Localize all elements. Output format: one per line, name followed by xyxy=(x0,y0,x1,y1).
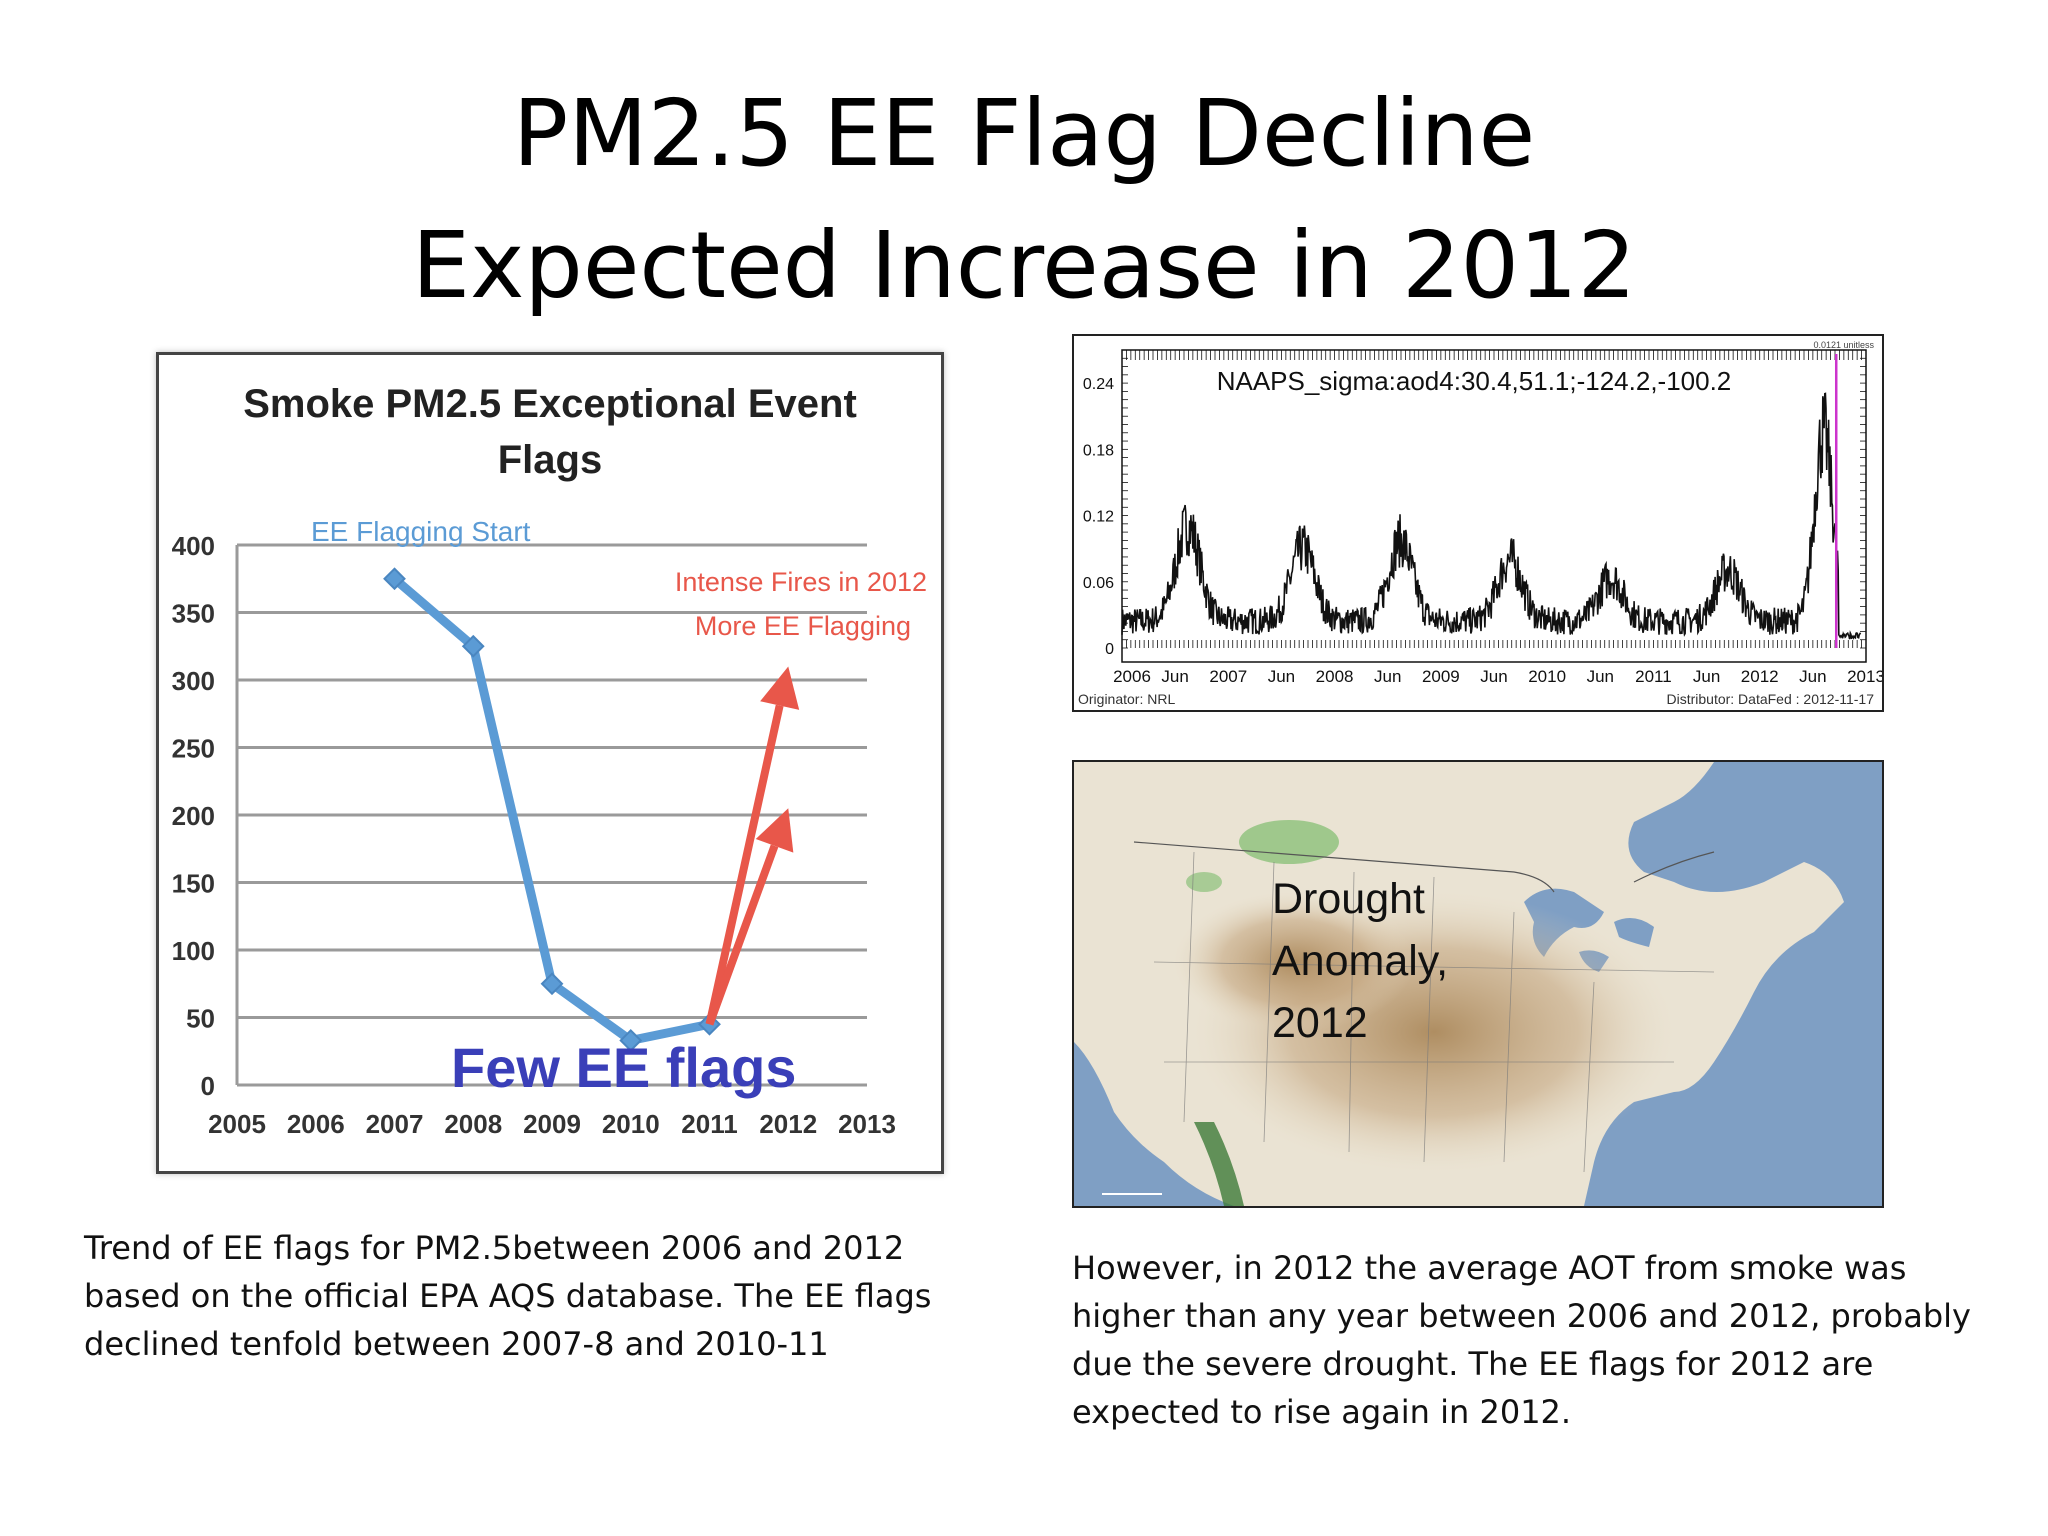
y-tick-label: 100 xyxy=(172,936,215,966)
ee-flags-chart: Smoke PM2.5 Exceptional Event Flags 0 50 1… xyxy=(172,382,927,1139)
mexico-coast xyxy=(1194,1122,1244,1206)
aod-x-tick-label: Jun xyxy=(1268,667,1295,686)
north-america-map-image xyxy=(1074,762,1882,1206)
national-border xyxy=(1133,841,1715,893)
aod-x-tick-label: Jun xyxy=(1799,667,1826,686)
state-borders xyxy=(1153,851,1715,1173)
projection-arrow-shaft xyxy=(705,844,779,1026)
projection-arrows xyxy=(705,666,800,1026)
ee-flags-chart-panel: Smoke PM2.5 Exceptional Event Flags 0 50 1… xyxy=(156,352,944,1174)
x-axis-tick-labels: 2005 2006 2007 2008 2009 2010 2011 2012 2013 xyxy=(208,1109,896,1139)
aod-x-tick-label: 2012 xyxy=(1741,667,1779,686)
x-tick-label: 2012 xyxy=(759,1109,817,1139)
ee-flags-point xyxy=(383,567,406,591)
x-tick-label: 2013 xyxy=(838,1109,896,1139)
naaps-aod-chart-panel: NAAPS_sigma:aod4:30.4,51.1;-124.2,-100.2… xyxy=(1072,334,1884,712)
naaps-aod-chart: NAAPS_sigma:aod4:30.4,51.1;-124.2,-100.2… xyxy=(1078,340,1882,707)
aod-x-tick-label: Jun xyxy=(1374,667,1401,686)
aod-corner-label: 0.0121 unitless xyxy=(1813,340,1874,350)
aod-y-tick-label: 0.24 xyxy=(1083,376,1114,393)
aod-x-tick-label: 2013 xyxy=(1847,667,1882,686)
aod-x-tick-label: 2007 xyxy=(1209,667,1247,686)
projection-arrow-shaft xyxy=(705,704,784,1026)
aod-x-axis-tick-labels: 2006 Jun 2007 Jun 2008 Jun 2009 Jun 2010 Jun 2011 J… xyxy=(1113,667,1882,686)
projection-arrow-head xyxy=(755,808,794,853)
annotation-flagging-start: EE Flagging Start xyxy=(311,516,531,547)
chart-title-line-1: Smoke PM2.5 Exceptional Event xyxy=(243,382,857,426)
chart-gridlines xyxy=(235,543,867,1087)
y-tick-label: 250 xyxy=(172,734,215,764)
caption-aot-2012: However, in 2012 the average AOT from sm… xyxy=(1072,1249,1971,1431)
aod-x-tick-label: 2006 xyxy=(1113,667,1151,686)
aod-x-tick-label: Jun xyxy=(1480,667,1507,686)
drought-anomaly-label: Drought Anomaly, 2012 xyxy=(1272,868,1532,1054)
x-tick-label: 2007 xyxy=(366,1109,424,1139)
y-tick-label: 350 xyxy=(172,599,215,629)
y-tick-label: 50 xyxy=(186,1004,215,1034)
map-label-line-3: 2012 xyxy=(1272,999,1368,1047)
x-tick-label: 2008 xyxy=(444,1109,502,1139)
aod-x-tick-label: Jun xyxy=(1161,667,1188,686)
y-tick-label: 150 xyxy=(172,869,215,899)
annotation-few-ee-flags: Few EE flags xyxy=(451,1036,796,1099)
aod-x-tick-label: 2009 xyxy=(1422,667,1460,686)
map-label-line-2: Anomaly, xyxy=(1272,937,1449,985)
caption-ee-flag-trend: Trend of EE flags for PM2.5between 2006 … xyxy=(84,1229,932,1363)
aod-y-tick-label: 0.18 xyxy=(1083,442,1114,459)
aod-distributor: Distributor: DataFed : 2012-11-17 xyxy=(1666,691,1874,707)
aod-x-tick-label: 2008 xyxy=(1316,667,1354,686)
aod-x-tick-label: Jun xyxy=(1693,667,1720,686)
y-tick-label: 0 xyxy=(201,1071,215,1101)
annotation-more-flagging: More EE Flagging xyxy=(695,611,911,641)
aod-y-tick-label: 0.12 xyxy=(1083,509,1114,526)
ee-flags-line xyxy=(391,575,711,1045)
aod-x-tick-label: Jun xyxy=(1587,667,1614,686)
map-label-line-1: Drought xyxy=(1272,875,1425,923)
y-tick-label: 400 xyxy=(172,531,215,561)
slide-title: PM2.5 EE Flag Decline Expected Increase … xyxy=(0,68,2048,332)
chart-title-line-2: Flags xyxy=(498,438,602,482)
slide-title-line-2: Expected Increase in 2012 xyxy=(411,212,1637,319)
great-lakes xyxy=(1524,888,1654,972)
y-axis-tick-labels: 0 50 100 150 200 250 300 350 400 xyxy=(172,531,215,1101)
projection-arrow-head xyxy=(760,666,800,710)
slide-title-line-1: PM2.5 EE Flag Decline xyxy=(512,80,1536,187)
aod-x-tick-label: 2010 xyxy=(1528,667,1566,686)
aod-y-tick-label: 0 xyxy=(1105,641,1114,658)
x-tick-label: 2005 xyxy=(208,1109,266,1139)
ee-flags-point xyxy=(461,634,485,658)
x-tick-label: 2009 xyxy=(523,1109,581,1139)
aod-originator: Originator: NRL xyxy=(1078,691,1175,707)
ee-flags-point xyxy=(540,972,564,996)
aod-x-tick-label: 2011 xyxy=(1635,667,1672,686)
annotation-intense-fires: Intense Fires in 2012 xyxy=(675,567,927,597)
x-tick-label: 2011 xyxy=(681,1109,737,1139)
aod-y-axis-tick-labels: 0 0.06 0.12 0.18 0.24 xyxy=(1083,376,1114,658)
y-tick-label: 200 xyxy=(172,801,215,831)
y-tick-label: 300 xyxy=(172,666,215,696)
x-tick-label: 2010 xyxy=(602,1109,660,1139)
aod-series-line xyxy=(1121,392,1862,640)
aod-y-tick-label: 0.06 xyxy=(1083,575,1114,592)
x-tick-label: 2006 xyxy=(287,1109,345,1139)
ee-flags-series xyxy=(383,567,721,1052)
ee-flags-point xyxy=(619,1029,643,1052)
aod-chart-title: NAAPS_sigma:aod4:30.4,51.1;-124.2,-100.2 xyxy=(1217,366,1732,396)
aod-minor-ticks xyxy=(1121,349,1867,649)
drought-anomaly-map: Drought Anomaly, 2012 xyxy=(1072,760,1884,1208)
